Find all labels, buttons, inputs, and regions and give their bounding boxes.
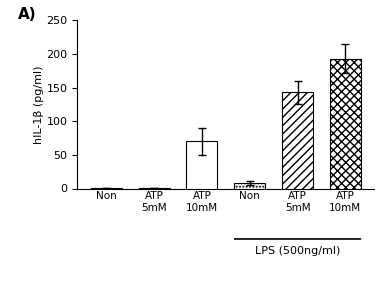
Text: A): A) [18, 7, 36, 22]
Bar [282, 92, 313, 188]
Y-axis label: hIL-1β (pg/ml): hIL-1β (pg/ml) [34, 65, 44, 144]
Bar [234, 183, 265, 188]
Bar [330, 59, 361, 189]
Bar [186, 142, 217, 189]
Text: LPS (500ng/ml): LPS (500ng/ml) [255, 246, 340, 256]
